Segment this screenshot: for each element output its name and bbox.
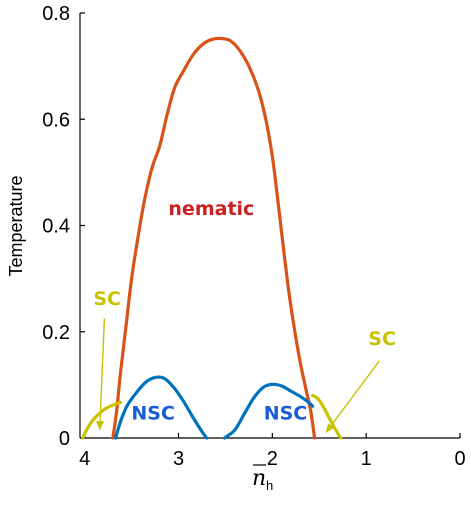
series-line-sc-4 [311, 393, 343, 440]
series-line-nsc-1 [114, 375, 209, 440]
y-tick-label: 0.4 [42, 216, 70, 238]
ticks: 4 3 2 1 0 0 0.2 0.4 0.6 0.8 [42, 3, 465, 470]
x-tick-label: 4 [79, 448, 90, 470]
arrow-head [96, 420, 105, 431]
y-tick-label: 0.2 [42, 322, 70, 344]
annotation-nematic: nematic [168, 198, 254, 220]
annotation-nsc-left: NSC [131, 402, 175, 424]
x-label-subscript: h [266, 478, 273, 493]
arrow-head [325, 423, 335, 433]
annotation-sc-left: SC [93, 288, 121, 310]
y-tick-label: 0 [59, 428, 70, 450]
annotation-nsc-right: NSC [264, 402, 308, 424]
x-tick-label: 3 [173, 448, 184, 470]
x-tick-label: 0 [454, 448, 465, 470]
series-layer [81, 36, 343, 440]
annotation-layer: nematic NSC NSC SC SC [93, 198, 396, 425]
x-label-main: n [252, 466, 266, 491]
x-tick-label: 2 [267, 448, 278, 470]
series-line-nematic-0 [111, 36, 317, 440]
sc-left-arrow [96, 318, 106, 431]
y-tick-label: 0.6 [42, 109, 70, 131]
sc-right-arrow [325, 360, 380, 434]
series-line-sc-3 [81, 400, 122, 440]
y-axis-label: Temperature [6, 175, 26, 276]
x-tick-label: 1 [361, 448, 372, 470]
arrow-shaft [325, 360, 380, 434]
axes [79, 13, 460, 439]
series-line-nsc-2 [222, 382, 315, 440]
arrow-shaft [99, 318, 106, 431]
arrow-layer [96, 318, 380, 434]
y-tick-label: 0.8 [42, 3, 70, 25]
x-axis-label: n h [252, 464, 273, 493]
annotation-sc-right: SC [368, 328, 396, 350]
